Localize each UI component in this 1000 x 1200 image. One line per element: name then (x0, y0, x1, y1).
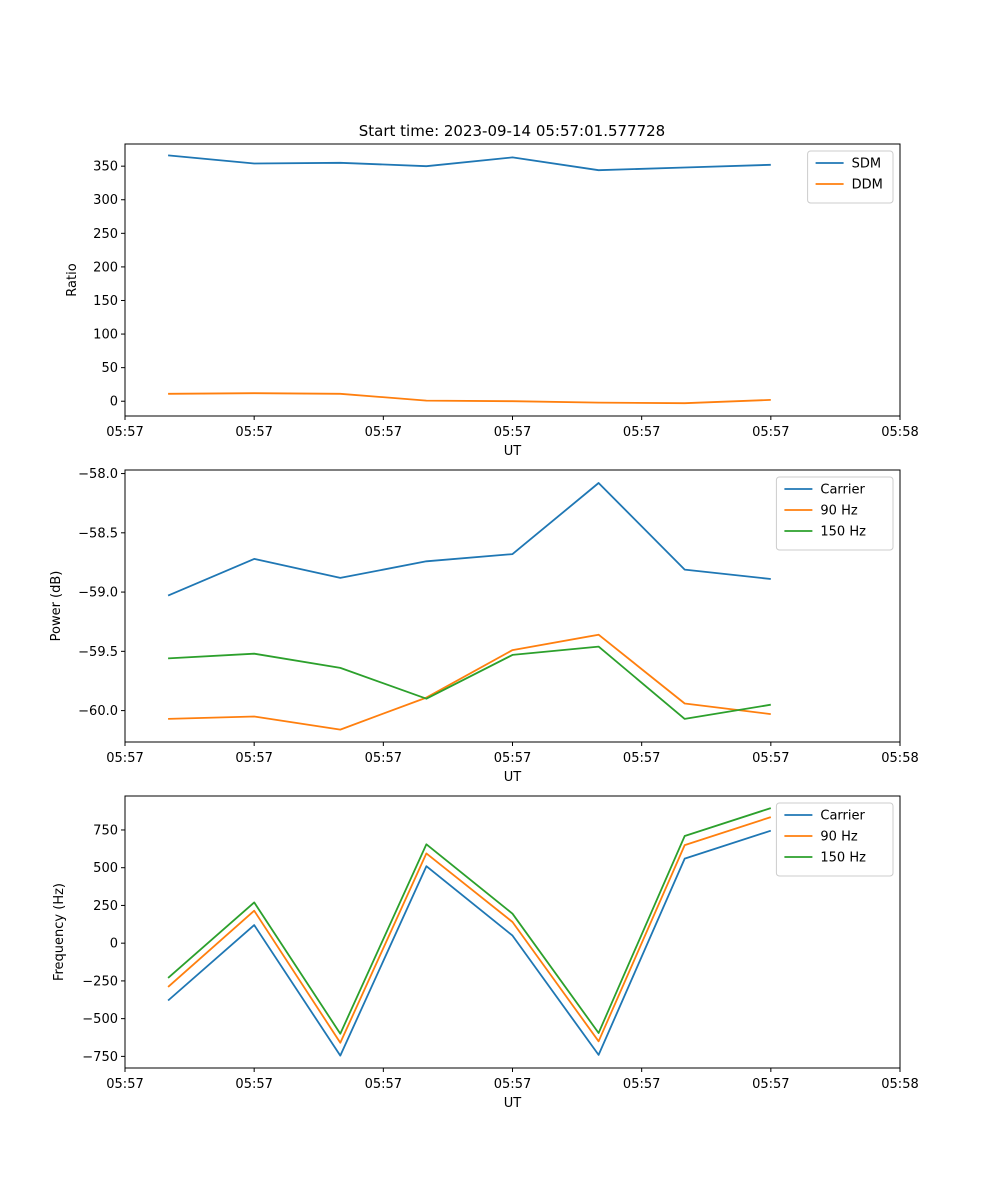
x-tick-label: 05:57 (494, 425, 531, 440)
x-tick-label: 05:57 (365, 751, 402, 766)
legend-label: Carrier (820, 483, 865, 498)
x-tick-label: 05:58 (881, 751, 918, 766)
x-tick-label: 05:57 (235, 425, 272, 440)
series-line-sdm (168, 154, 771, 172)
y-axis-label: Frequency (Hz) (52, 883, 67, 981)
x-tick-label: 05:57 (752, 751, 789, 766)
x-tick-label: 05:58 (881, 425, 918, 440)
y-tick-label: 350 (93, 160, 118, 175)
y-tick-label: 750 (93, 823, 118, 838)
x-tick-label: 05:57 (623, 425, 660, 440)
x-tick-label: 05:57 (235, 751, 272, 766)
x-tick-label: 05:57 (106, 751, 143, 766)
y-tick-label: 150 (93, 294, 118, 309)
y-tick-label: −250 (82, 974, 118, 989)
y-tick-label: 300 (93, 193, 118, 208)
x-tick-label: 05:57 (752, 425, 789, 440)
x-tick-label: 05:57 (365, 425, 402, 440)
y-tick-label: 0 (110, 395, 118, 410)
x-tick-label: 05:57 (623, 751, 660, 766)
series-line-150-hz (167, 807, 772, 1035)
x-tick-label: 05:57 (623, 1077, 660, 1092)
x-axis-label: UT (504, 770, 522, 785)
subplot-1: 05:57 05:57 05:57 05:57 05:57 05:57 05:58 0 50 10… (65, 143, 919, 459)
series-line-ddm (168, 392, 771, 405)
x-tick-label: 05:57 (752, 1077, 789, 1092)
series-line-150-hz (168, 645, 771, 720)
y-axis-label: Power (dB) (49, 571, 64, 642)
series-line-carrier (167, 482, 771, 597)
y-tick-label: 200 (93, 260, 118, 275)
figure-title: Start time: 2023-09-14 05:57:01.577728 (359, 122, 665, 140)
legend-label: 90 Hz (820, 830, 857, 845)
legend-label: Carrier (820, 809, 865, 824)
subplot-2: 05:57 05:57 05:57 05:57 05:57 05:57 05:58 −58.0… (49, 467, 919, 785)
legend: Carrier 90 Hz 150 Hz (775, 476, 894, 551)
legend: Carrier 90 Hz 150 Hz (775, 802, 894, 877)
x-axis-label: UT (504, 444, 522, 459)
x-tick-label: 05:57 (235, 1077, 272, 1092)
series-line-90-hz (167, 816, 772, 1044)
x-tick-label: 05:58 (881, 1077, 918, 1092)
subplots: 05:57 05:57 05:57 05:57 05:57 05:57 05:58 0 50 10… (49, 143, 919, 1111)
legend-box (807, 150, 894, 204)
y-tick-label: 250 (93, 227, 118, 242)
x-tick-label: 05:57 (494, 1077, 531, 1092)
x-tick-label: 05:57 (494, 751, 531, 766)
legend-label: 150 Hz (820, 851, 866, 866)
series-line-90-hz (168, 633, 771, 731)
legend-label: DDM (852, 178, 883, 193)
subplot-3: 05:57 05:57 05:57 05:57 05:57 05:57 05:58 750 50… (52, 795, 919, 1111)
y-tick-label: −60.0 (78, 704, 118, 719)
legend: SDM DDM (807, 150, 894, 204)
y-tick-label: 50 (101, 361, 118, 376)
legend-label: 90 Hz (820, 504, 857, 519)
y-tick-label: −59.5 (78, 645, 118, 660)
y-tick-label: 0 (110, 937, 118, 952)
series-line-carrier (167, 829, 772, 1057)
x-tick-label: 05:57 (106, 425, 143, 440)
legend-label: SDM (852, 157, 881, 172)
y-axis-label: Ratio (65, 263, 80, 296)
y-tick-label: −59.0 (78, 586, 118, 601)
y-tick-label: 100 (93, 328, 118, 343)
x-axis-label: UT (504, 1096, 522, 1111)
y-tick-label: −58.5 (78, 526, 118, 541)
y-tick-label: −500 (82, 1012, 118, 1027)
y-tick-label: 250 (93, 899, 118, 914)
y-tick-label: 500 (93, 861, 118, 876)
x-tick-label: 05:57 (365, 1077, 402, 1092)
y-tick-label: −750 (82, 1050, 118, 1065)
legend-label: 150 Hz (820, 525, 866, 540)
x-tick-label: 05:57 (106, 1077, 143, 1092)
y-tick-label: −58.0 (78, 467, 118, 482)
